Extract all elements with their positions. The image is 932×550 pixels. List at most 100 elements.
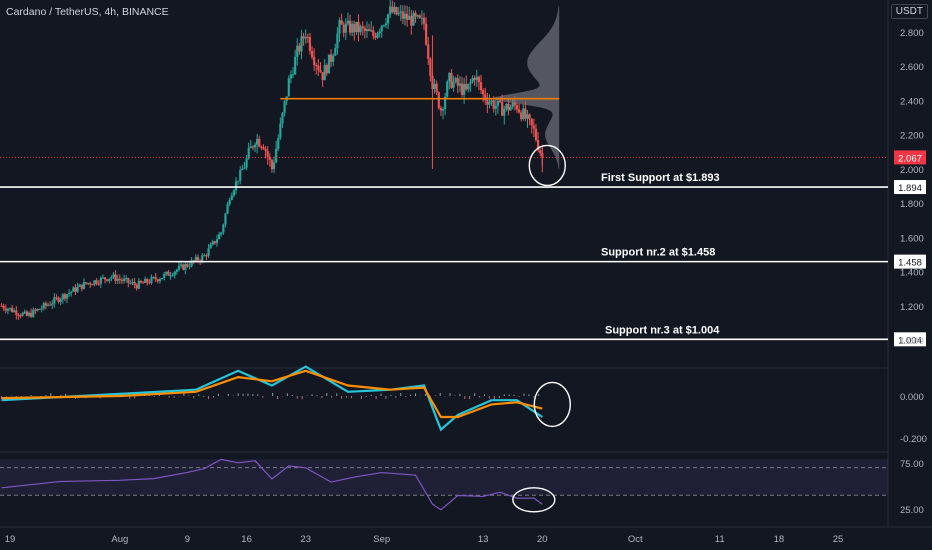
candle-body — [427, 44, 430, 59]
candle-body — [374, 35, 377, 38]
candle-body — [294, 56, 297, 75]
last-price-label: 2.067 — [898, 153, 922, 164]
candle-body — [340, 20, 343, 25]
macd-bar — [183, 393, 185, 396]
candle-body — [118, 278, 121, 280]
candle-body — [82, 282, 86, 289]
candle-body — [154, 277, 157, 280]
candle-body — [215, 239, 219, 244]
macd-highlight-ellipse — [533, 381, 571, 428]
time-tick-label: Aug — [111, 534, 128, 545]
candle-body — [365, 29, 369, 32]
candle-body — [351, 23, 354, 33]
candle-body — [306, 36, 309, 38]
candle-body — [498, 100, 502, 102]
candle-body — [319, 70, 322, 73]
candle-body — [211, 241, 214, 245]
macd-bar — [311, 394, 313, 396]
candle-body — [338, 20, 341, 34]
candle-body — [397, 12, 400, 15]
time-tick-label: 20 — [537, 534, 548, 545]
candle-body — [277, 138, 280, 149]
macd-bar — [464, 396, 466, 399]
candle-body — [65, 294, 69, 299]
macd-bar — [45, 395, 47, 396]
macd-bar — [493, 396, 495, 400]
candle-body — [46, 304, 50, 306]
candle-body — [490, 100, 493, 102]
macd-bar — [454, 395, 456, 396]
candle-body — [40, 308, 43, 310]
macd-bar — [400, 392, 402, 396]
candle-body — [245, 158, 248, 168]
candle-body — [528, 114, 531, 119]
support-annotation: Support nr.3 at $1.004 — [605, 324, 720, 336]
candle-body — [97, 283, 100, 285]
candle-body — [325, 65, 328, 74]
macd-bar — [390, 394, 392, 396]
candle-body — [370, 30, 373, 32]
macd-bar — [129, 396, 131, 399]
candle-body — [410, 15, 413, 26]
candle-body — [213, 241, 216, 244]
macd-bar — [242, 393, 244, 396]
candle-body — [422, 17, 426, 24]
macd-bar — [173, 396, 175, 398]
macd-bar — [469, 396, 471, 399]
candle-body — [456, 78, 459, 86]
candle-body — [403, 13, 407, 19]
volume-profile — [493, 6, 560, 169]
candle-body — [116, 278, 119, 281]
macd-bar — [193, 396, 195, 399]
candle-body — [296, 45, 299, 57]
candle-body — [530, 118, 533, 126]
candle-body — [146, 278, 149, 283]
macd-bar — [415, 393, 417, 396]
candle-body — [323, 65, 326, 81]
candle-body — [163, 273, 166, 278]
candle-body — [353, 23, 356, 33]
macd-bar — [316, 395, 318, 396]
candle-body — [378, 31, 381, 34]
candle-body — [135, 284, 138, 289]
candle-body — [395, 7, 398, 15]
candle-body — [458, 83, 462, 86]
candle-body — [175, 269, 178, 272]
candle-body — [36, 309, 39, 311]
macd-bar — [30, 395, 32, 396]
candle-body — [264, 148, 267, 151]
candle-body — [477, 76, 481, 83]
macd-bar — [449, 393, 451, 396]
candle-body — [526, 114, 529, 119]
candle-body — [6, 309, 9, 311]
candle-body — [224, 213, 227, 225]
candle-body — [327, 54, 331, 74]
candle-body — [8, 308, 12, 310]
candle-body — [484, 94, 487, 101]
macd-line — [1, 365, 543, 432]
candle-body — [169, 275, 172, 277]
candle-body — [188, 266, 191, 268]
candle-body — [57, 297, 60, 302]
candle-body — [448, 72, 451, 82]
candle-body — [479, 82, 483, 91]
candle-body — [30, 312, 33, 317]
candle-body — [179, 264, 183, 266]
candle-body — [114, 274, 117, 281]
candle-body — [251, 146, 255, 148]
candle-body — [450, 72, 453, 88]
currency-badge[interactable]: USDT — [890, 4, 928, 19]
price-tick-label: 2.600 — [900, 62, 924, 73]
candle-body — [182, 264, 185, 270]
macd-bar — [346, 396, 348, 398]
candle-body — [414, 13, 417, 17]
price-tick-label: 1.800 — [900, 199, 924, 210]
macd-bar — [291, 394, 293, 396]
macd-bar — [395, 396, 397, 398]
candle-body — [42, 303, 45, 309]
candle-body — [429, 58, 432, 76]
candle-body — [165, 271, 168, 274]
candle-body — [84, 282, 88, 284]
candle-body — [372, 30, 375, 36]
